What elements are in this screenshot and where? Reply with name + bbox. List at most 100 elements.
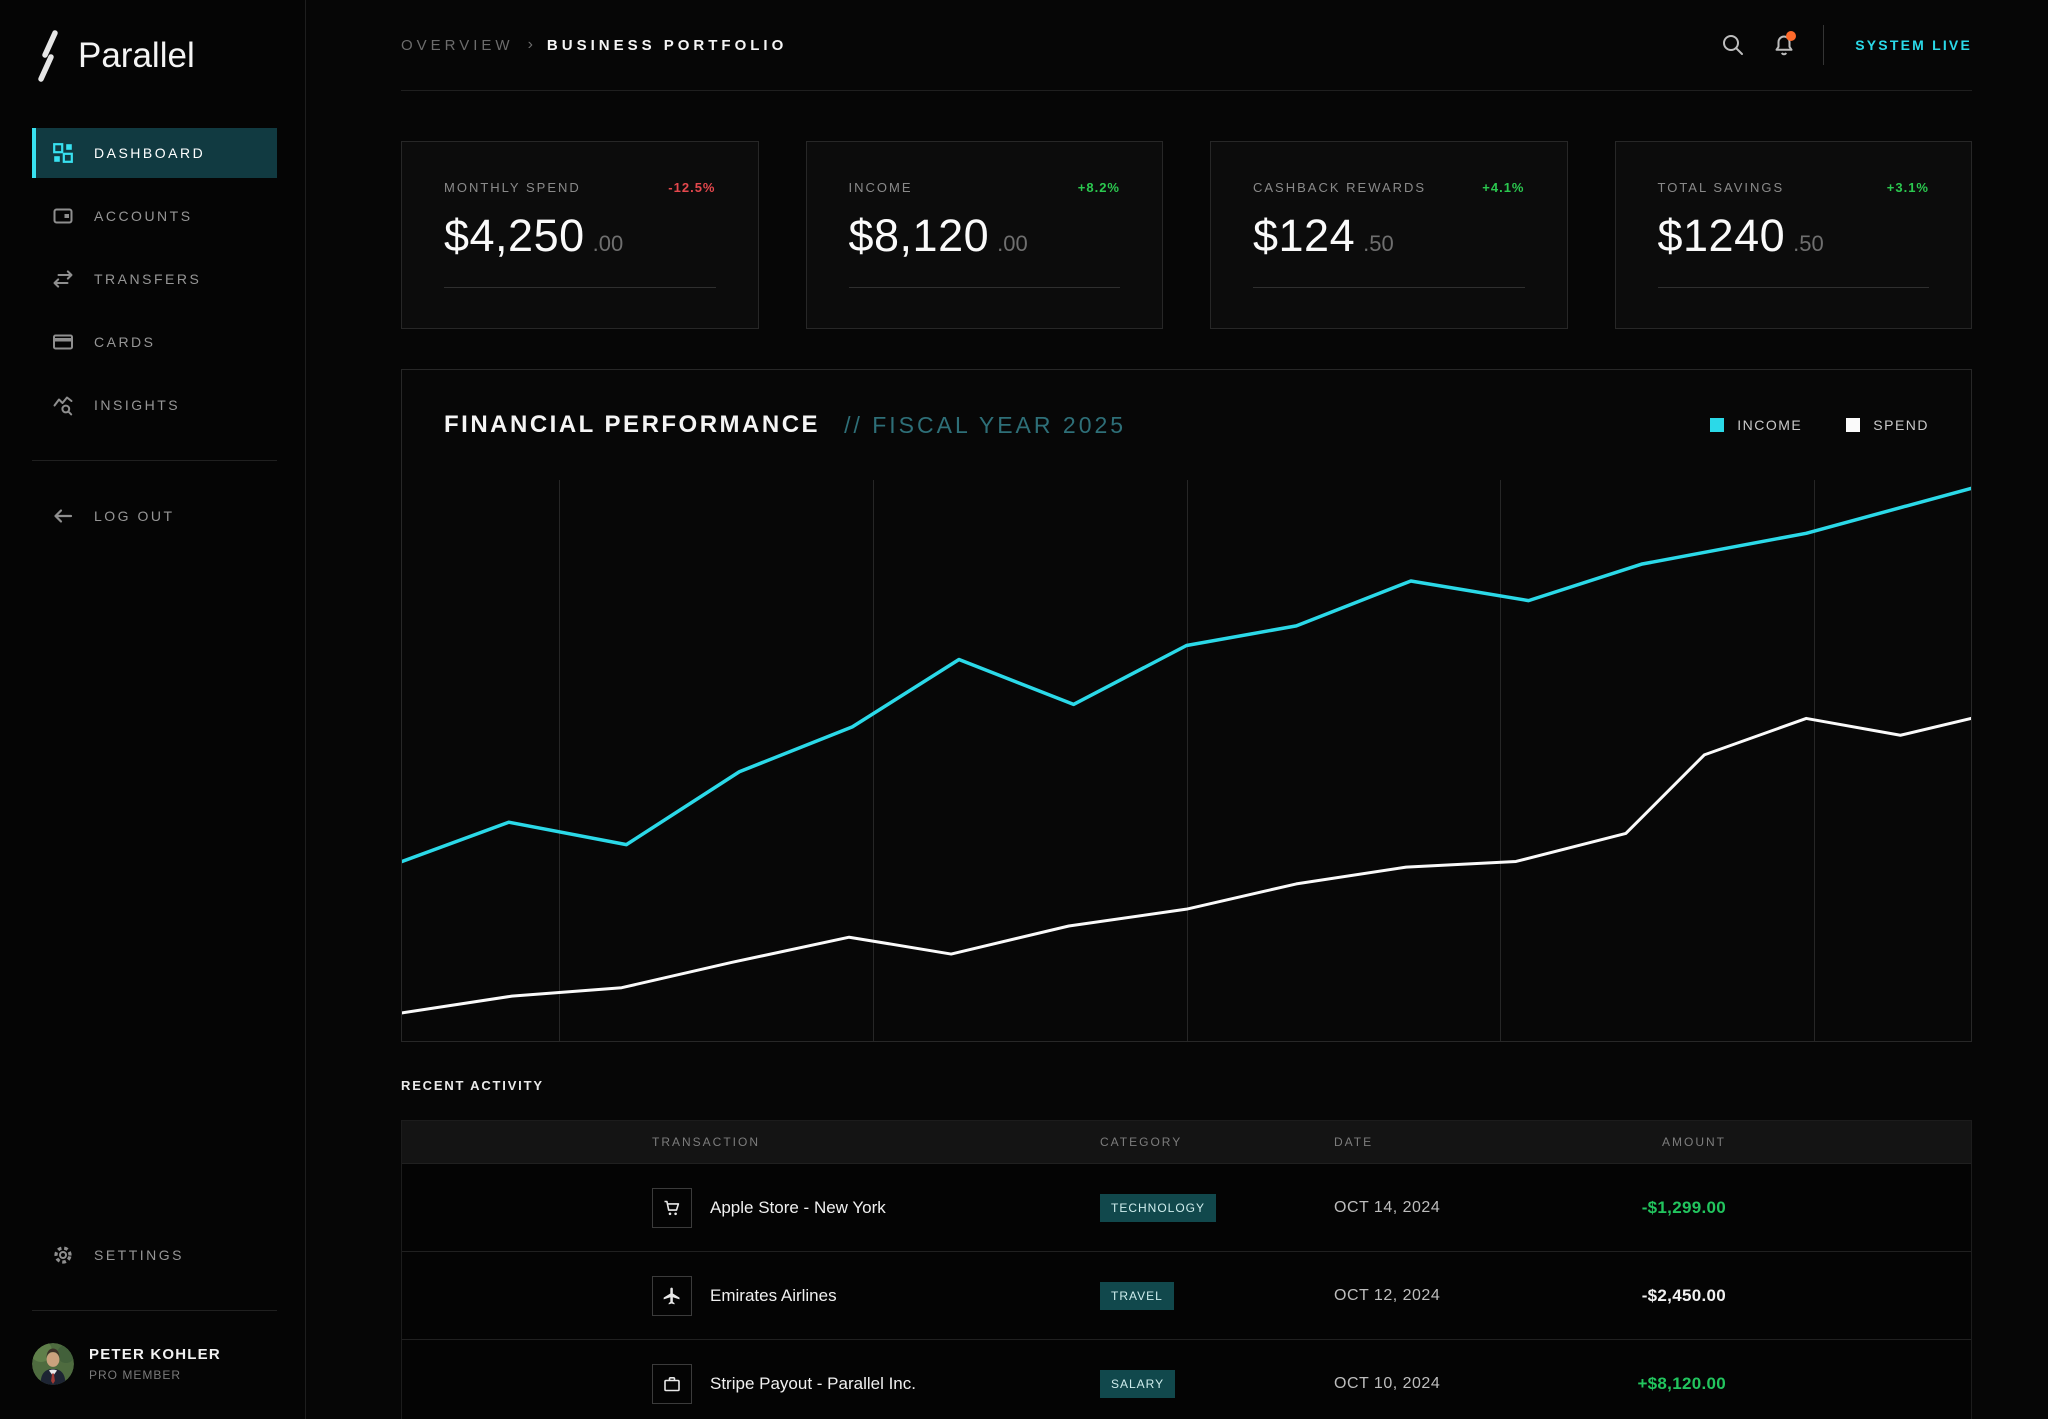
spend-line	[402, 718, 1971, 1013]
category-badge: TECHNOLOGY	[1100, 1193, 1217, 1222]
breadcrumb-current: BUSINESS PORTFOLIO	[546, 36, 788, 54]
column-date: DATE	[1334, 1135, 1374, 1149]
sidebar: Parallel DASHBOARD	[0, 0, 306, 1419]
stat-delta: +4.1%	[1482, 180, 1525, 195]
stat-value-decimal: .50	[1363, 231, 1394, 256]
stat-value-decimal: .00	[592, 231, 624, 256]
transaction-amount: -$2,450.00	[1641, 1285, 1726, 1305]
column-amount: AMOUNT	[1662, 1135, 1726, 1149]
logout-label: LOG OUT	[94, 508, 175, 524]
dashboard-grid-icon	[52, 142, 74, 164]
sidebar-item-label: CARDS	[94, 334, 156, 350]
shopping-cart-icon	[652, 1187, 692, 1228]
top-bar: OVERVIEW › BUSINESS PORTFOLIO	[401, 0, 1972, 91]
sidebar-item-insights[interactable]: INSIGHTS	[32, 380, 277, 430]
income-line	[402, 488, 1971, 861]
stat-underline	[1657, 287, 1929, 288]
notification-dot	[1786, 31, 1797, 41]
vertical-gridline	[1186, 480, 1188, 1041]
stat-underline	[848, 287, 1120, 288]
search-icon[interactable]	[1721, 33, 1745, 57]
logout-button[interactable]: LOG OUT	[32, 491, 277, 541]
income-swatch-icon	[1710, 418, 1725, 432]
stat-value-main: $4,250	[444, 210, 585, 261]
vertical-gridline	[872, 480, 874, 1041]
sidebar-item-label: DASHBOARD	[94, 145, 206, 161]
legend-label: SPEND	[1873, 417, 1929, 433]
gear-icon	[52, 1244, 74, 1266]
stat-value-main: $8,120	[848, 210, 990, 261]
column-transaction: TRANSACTION	[652, 1135, 761, 1149]
transaction-name: Apple Store - New York	[710, 1197, 886, 1217]
settings-button[interactable]: SETTINGS	[32, 1230, 277, 1280]
chart-header: FINANCIAL PERFORMANCE // FISCAL YEAR 202…	[402, 370, 1971, 480]
insights-chart-icon	[52, 394, 74, 416]
stat-value: $8,120 .00	[849, 210, 1121, 262]
breadcrumb: OVERVIEW › BUSINESS PORTFOLIO	[401, 36, 787, 54]
recent-activity-table: TRANSACTION CATEGORY DATE AMOUNT	[401, 1120, 1972, 1419]
user-tier: PRO MEMBER	[89, 1368, 182, 1382]
stat-label: INCOME	[848, 180, 913, 195]
settings-label: SETTINGS	[94, 1247, 185, 1263]
recent-activity-title: RECENT ACTIVITY	[401, 1078, 544, 1093]
stat-underline	[444, 287, 716, 288]
stat-card-total-savings[interactable]: TOTAL SAVINGS +3.1% $1240 .50	[1614, 141, 1972, 329]
legend-label: INCOME	[1737, 417, 1803, 433]
sidebar-nav: DASHBOARD ACCOUNTS TRANS	[32, 128, 277, 430]
table-row[interactable]: Apple Store - New York TECHNOLOGY OCT 14…	[402, 1163, 1971, 1251]
transfer-arrows-icon	[52, 268, 74, 290]
stat-card-cashback-rewards[interactable]: CASHBACK REWARDS +4.1% $124 .50	[1210, 141, 1568, 329]
category-badge: SALARY	[1100, 1369, 1176, 1398]
breadcrumb-overview[interactable]: OVERVIEW	[401, 36, 514, 54]
stat-label: MONTHLY SPEND	[444, 180, 581, 195]
table-header-row: TRANSACTION CATEGORY DATE AMOUNT	[402, 1121, 1971, 1163]
chart-lines	[402, 480, 1971, 1041]
system-live-status: SYSTEM LIVE	[1855, 37, 1972, 53]
notifications-bell-icon[interactable]	[1772, 31, 1797, 57]
line-chart-plot[interactable]	[402, 480, 1971, 1041]
parallel-slashes-icon	[38, 30, 58, 82]
stat-value: $124 .50	[1253, 210, 1525, 262]
user-profile[interactable]: PETER KOHLER PRO MEMBER	[32, 1343, 277, 1385]
stat-delta: +8.2%	[1077, 180, 1120, 195]
sidebar-item-cards[interactable]: CARDS	[32, 317, 277, 367]
stat-card-income[interactable]: INCOME +8.2% $8,120 .00	[805, 141, 1163, 329]
transaction-date: OCT 14, 2024	[1334, 1198, 1441, 1216]
main-content: OVERVIEW › BUSINESS PORTFOLIO	[306, 0, 2048, 1419]
sidebar-item-accounts[interactable]: ACCOUNTS	[32, 191, 277, 241]
sidebar-item-label: TRANSFERS	[94, 271, 202, 287]
stat-underline	[1253, 287, 1525, 288]
brand-logo: Parallel	[32, 28, 277, 84]
left-arrow-icon	[52, 505, 74, 527]
stat-value-main: $124	[1253, 210, 1356, 261]
table-row[interactable]: Emirates Airlines TRAVEL OCT 12, 2024 -$…	[402, 1251, 1971, 1339]
spend-swatch-icon	[1846, 418, 1861, 432]
chart-title: FINANCIAL PERFORMANCE	[444, 411, 821, 438]
transaction-name: Stripe Payout - Parallel Inc.	[710, 1373, 916, 1393]
stat-value-decimal: .50	[1793, 231, 1824, 256]
airplane-icon	[652, 1275, 692, 1316]
stat-card-monthly-spend[interactable]: MONTHLY SPEND -12.5% $4,250 .00	[401, 141, 759, 329]
legend-spend[interactable]: SPEND	[1846, 417, 1929, 433]
chevron-right-icon: ›	[527, 36, 533, 53]
credit-card-icon	[52, 331, 74, 353]
vertical-gridline	[1500, 480, 1502, 1041]
stat-value: $4,250 .00	[444, 210, 716, 262]
vertical-gridline	[558, 480, 560, 1041]
sidebar-spacer	[32, 541, 277, 1230]
avatar	[32, 1343, 74, 1385]
wallet-icon	[52, 205, 74, 227]
legend-income[interactable]: INCOME	[1710, 417, 1802, 433]
table-row[interactable]: Stripe Payout - Parallel Inc. SALARY OCT…	[402, 1339, 1971, 1419]
chart-subtitle: // FISCAL YEAR 2025	[844, 411, 1127, 438]
category-badge: TRAVEL	[1100, 1281, 1174, 1310]
sidebar-item-dashboard[interactable]: DASHBOARD	[32, 128, 277, 178]
stat-delta: +3.1%	[1886, 180, 1929, 195]
stat-cards-row: MONTHLY SPEND -12.5% $4,250 .00 INCOME +…	[401, 141, 1972, 329]
stat-label: TOTAL SAVINGS	[1657, 180, 1785, 195]
brand-name: Parallel	[78, 36, 195, 75]
sidebar-divider-bottom	[32, 1310, 277, 1311]
sidebar-item-transfers[interactable]: TRANSFERS	[32, 254, 277, 304]
stat-value-decimal: .00	[997, 231, 1028, 256]
